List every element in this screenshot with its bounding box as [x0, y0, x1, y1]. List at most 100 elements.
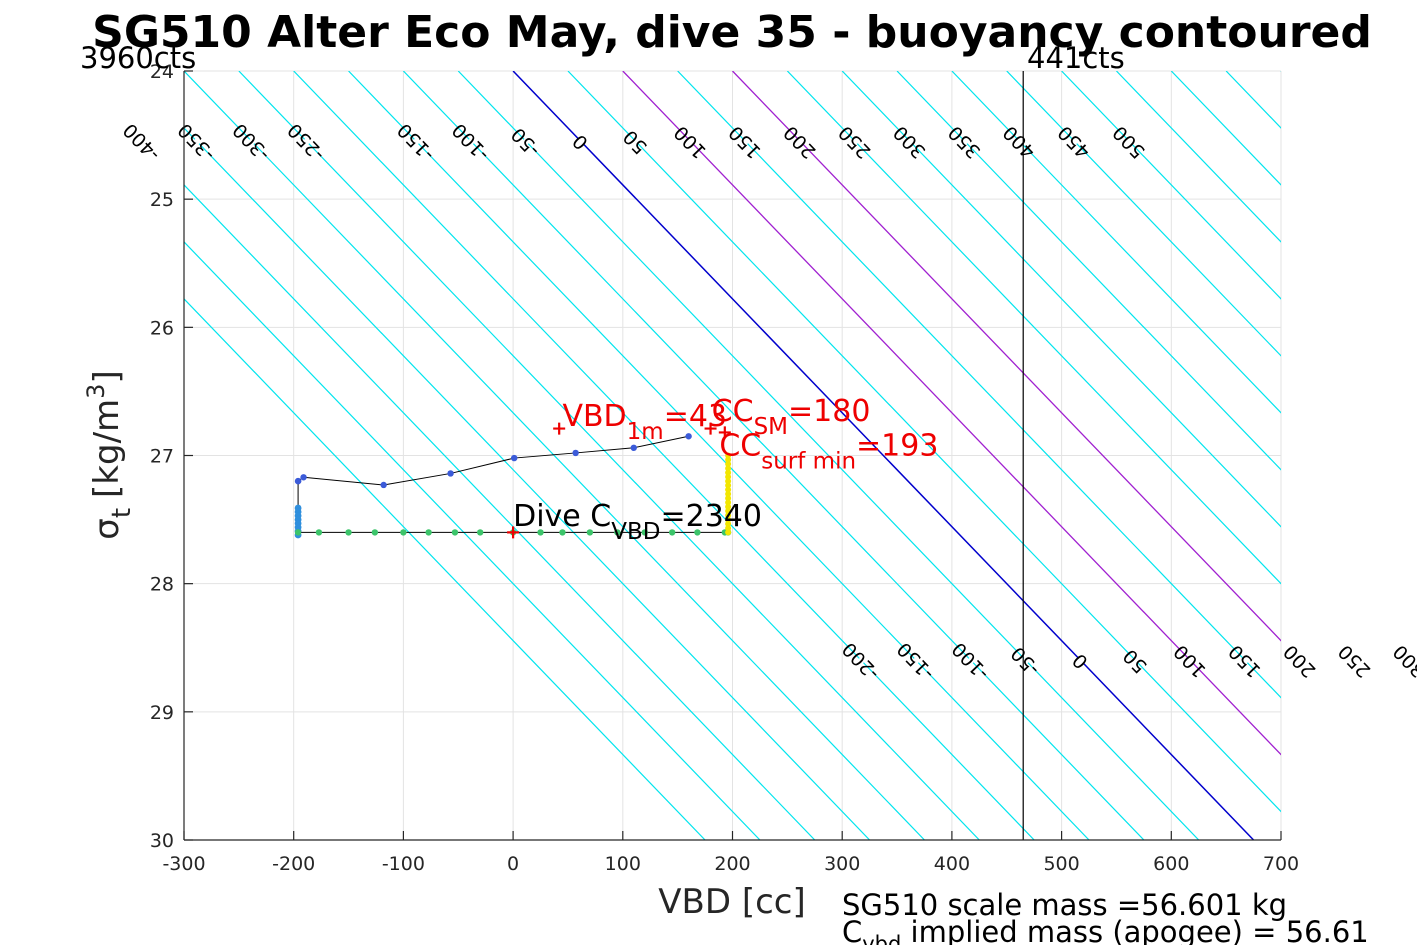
series-surface-point-3-3: [725, 465, 732, 472]
contour-line-18: [951, 71, 1281, 414]
contour-label-upper-bg-5: [468, 138, 475, 145]
series-surface-point-3-12: [725, 503, 732, 510]
annotation-0: VBD1m=43: [562, 399, 727, 445]
annotation-sub-0: 1m: [627, 419, 664, 445]
annotation-sub-2: surf min: [761, 449, 856, 475]
series-point-0-5: [380, 481, 387, 489]
annotation-3: Dive CVBD=2340: [513, 499, 762, 545]
series-point-2-3: [371, 529, 379, 536]
x-axis-label: VBD [cc]: [658, 882, 806, 922]
series-point-2-14: [668, 529, 676, 536]
series-point-2-10: [559, 529, 566, 536]
contour-label-lower-bg-10: [1407, 657, 1413, 664]
contour-label-upper-bg-10: [742, 138, 749, 145]
y-tick-label-0: 24: [150, 61, 174, 83]
axes: [183, 70, 1282, 841]
y-axis-label: σt [kg/m3]: [82, 370, 137, 539]
annotation-main-0: VBD: [562, 399, 626, 434]
contour-label-upper-bg-13: [907, 138, 913, 145]
series-surface-point-3-4: [725, 469, 732, 476]
y-label-unit-sup: 3: [82, 384, 110, 399]
series-surface-point-3-11: [725, 499, 732, 506]
series-surface-point-3-10: [725, 495, 732, 502]
contour-line-0: [184, 297, 706, 840]
x-tick-label-3: 0: [507, 853, 519, 875]
contour-label-lower-bg-8: [1297, 657, 1303, 664]
annotation-sub-1: SM: [754, 414, 788, 440]
footer-c: C: [842, 915, 862, 945]
annotation-tail-3: =2340: [660, 499, 761, 534]
series-surface-point-3-9: [725, 490, 732, 497]
contour-label-lower-bg-9: [1352, 657, 1358, 664]
contour-label-upper-bg-8: [633, 138, 639, 145]
y-tick-label-5: 29: [150, 702, 174, 724]
contour-label-upper-bg-2: [249, 138, 255, 145]
series-point-2-12: [614, 529, 621, 536]
contour-label-lower-bg-4: [1077, 657, 1084, 664]
series-surface-point-3-14: [725, 512, 732, 519]
annotation-sub-3: VBD: [611, 519, 660, 545]
series-point-0-3: [510, 454, 518, 462]
annotation-2: CCsurf min=193: [719, 429, 938, 475]
series-point-0-0: [685, 433, 692, 440]
contour-label-upper-bg-17: [1126, 138, 1133, 145]
contour-label-upper-bg-9: [687, 138, 694, 145]
contour-label-lower-bg-3: [1023, 657, 1029, 664]
annotation-markers: [507, 422, 731, 539]
series-point-2-0: [294, 529, 302, 536]
contour-line-15: [786, 71, 1281, 585]
y-tick-label-3: 27: [150, 446, 174, 468]
contour-line-12: [622, 71, 1281, 756]
y-tick-label-1: 25: [150, 189, 174, 211]
series-point-2-6: [451, 529, 459, 536]
marker-plus-0: [553, 422, 566, 435]
y-label-sub: t: [107, 508, 137, 518]
contour-label-lower-bg-6: [1187, 657, 1194, 664]
series-surface-point-3-5: [725, 473, 732, 480]
series-point-2-9: [537, 529, 544, 536]
annotation-1: CCSM=180: [712, 394, 871, 440]
series-surface-point-3-1: [725, 456, 732, 463]
contour-label-upper-bg-15: [1016, 138, 1023, 145]
contour-line-5: [238, 71, 980, 840]
contour-label-lower-bg-0: [858, 657, 865, 664]
x-tick-label-2: -100: [382, 853, 425, 875]
contour-line-4: [184, 71, 925, 840]
contour-label-upper-bg-7: [578, 138, 584, 145]
marker-plus-1: [704, 422, 717, 435]
contour-label-upper-bg-0: [139, 138, 145, 145]
annotation-tail-0: =43: [664, 399, 727, 434]
series-surface-point-3-15: [725, 516, 732, 523]
contour-line-6: [293, 71, 1035, 840]
contour-line-21: [1116, 71, 1281, 243]
contour-line-13: [677, 71, 1281, 699]
series-point-2-1: [315, 529, 323, 536]
series-surface-point-3-17: [725, 525, 732, 532]
series-point-0-6: [300, 474, 307, 481]
x-tick-label-9: 600: [1153, 853, 1189, 875]
series-surface-point-3-0: [725, 452, 732, 459]
y-tick-label-2: 26: [150, 317, 174, 339]
contour-label-upper-bg-14: [962, 138, 968, 145]
contour-label-lower-bg-1: [913, 657, 920, 664]
series-point-2-4: [400, 529, 407, 536]
series-point-2-11: [586, 529, 594, 536]
contour-line-1: [184, 241, 761, 840]
x-tick-label-4: 100: [605, 853, 641, 875]
x-tick-label-7: 400: [934, 853, 970, 875]
annotation-tail-1: =180: [788, 394, 870, 429]
series-point-2-15: [694, 529, 701, 536]
contour-line-14: [732, 71, 1281, 642]
series-line-0: [297, 435, 689, 486]
data-series: [294, 433, 732, 539]
marker-plus-2: [718, 426, 731, 439]
y-tick-label-6: 30: [150, 830, 174, 852]
x-tick-label-10: 700: [1263, 853, 1299, 875]
series-surface-point-3-18: [725, 529, 732, 536]
left-counts-label: 3960cts: [80, 41, 196, 75]
contour-line-10: [512, 71, 1255, 840]
series-surface-point-3-6: [725, 478, 732, 485]
series-point-0-4: [447, 470, 454, 477]
series-surface-point-3-7: [725, 482, 732, 489]
